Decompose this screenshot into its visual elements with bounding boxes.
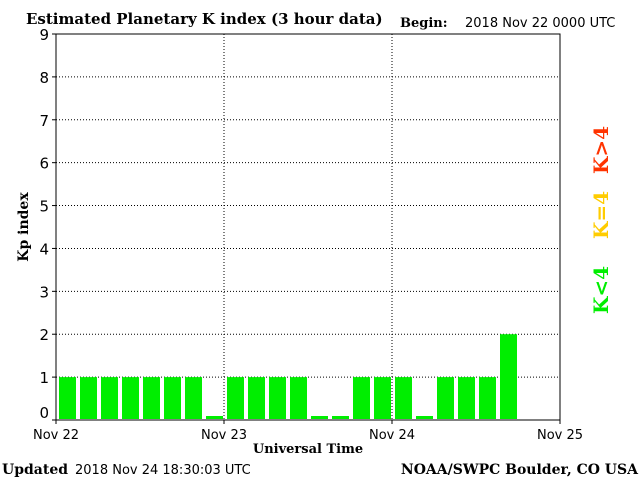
y-tick-label: 3 [39,283,49,301]
y-tick-label: 1 [39,369,49,387]
kp-bar [311,416,328,419]
kp-bar [500,334,517,419]
plot-frame [55,33,561,421]
x-tick-label: Nov 25 [537,428,583,443]
kp-bar [248,377,265,419]
x-tick-label: Nov 24 [369,428,415,443]
kp-bar [227,377,244,419]
kp-bar [269,377,286,419]
begin-value: 2018 Nov 22 0000 UTC [465,16,615,31]
kp-bar [185,377,202,419]
kp-bar [374,377,391,419]
updated-value: 2018 Nov 24 18:30:03 UTC [75,463,251,478]
kp-bar [101,377,118,419]
source-credit: NOAA/SWPC Boulder, CO USA [401,462,639,478]
kp-bar [164,377,181,419]
kp-bar [416,416,433,419]
y-tick-label: 0 [39,404,49,422]
kp-bar [479,377,496,419]
kp-bar [458,377,475,419]
legend: K>4 K=4 K<4 [589,126,613,314]
legend-item: K<4 [589,266,613,314]
legend-item: K=4 [589,191,613,239]
kp-bar [395,377,412,419]
y-tick-label: 4 [39,240,49,258]
y-tick-label: 2 [39,326,49,344]
grid-layer [56,33,560,420]
kp-bar [353,377,370,419]
chart-title: Estimated Planetary K index (3 hour data… [26,10,383,28]
kp-bar [80,377,97,419]
x-axis-title: Universal Time [253,442,363,457]
y-tick-label: 9 [39,26,49,44]
x-tick-label: Nov 23 [201,428,247,443]
kp-bar [437,377,454,419]
x-tick-label: Nov 22 [33,428,79,443]
y-tick-label: 7 [39,112,49,130]
kp-bar [332,416,349,419]
kp-bar [59,377,76,419]
legend-item: K>4 [589,126,613,174]
y-tick-label: 6 [39,155,49,173]
begin-label: Begin: [400,16,448,31]
kp-bar [122,377,139,419]
kp-bar [206,416,223,419]
bar-layer [59,334,517,419]
updated-label: Updated [2,462,68,478]
y-tick-label: 8 [39,69,49,87]
kp-bar [143,377,160,419]
kp-bar [290,377,307,419]
axis-layer: 0 1 2 3 4 5 6 7 8 9 Nov 22 Nov 23 Nov 24 Nov 25 [33,26,583,443]
y-axis-title: Kp index [16,192,32,262]
y-tick-label: 5 [39,198,49,216]
